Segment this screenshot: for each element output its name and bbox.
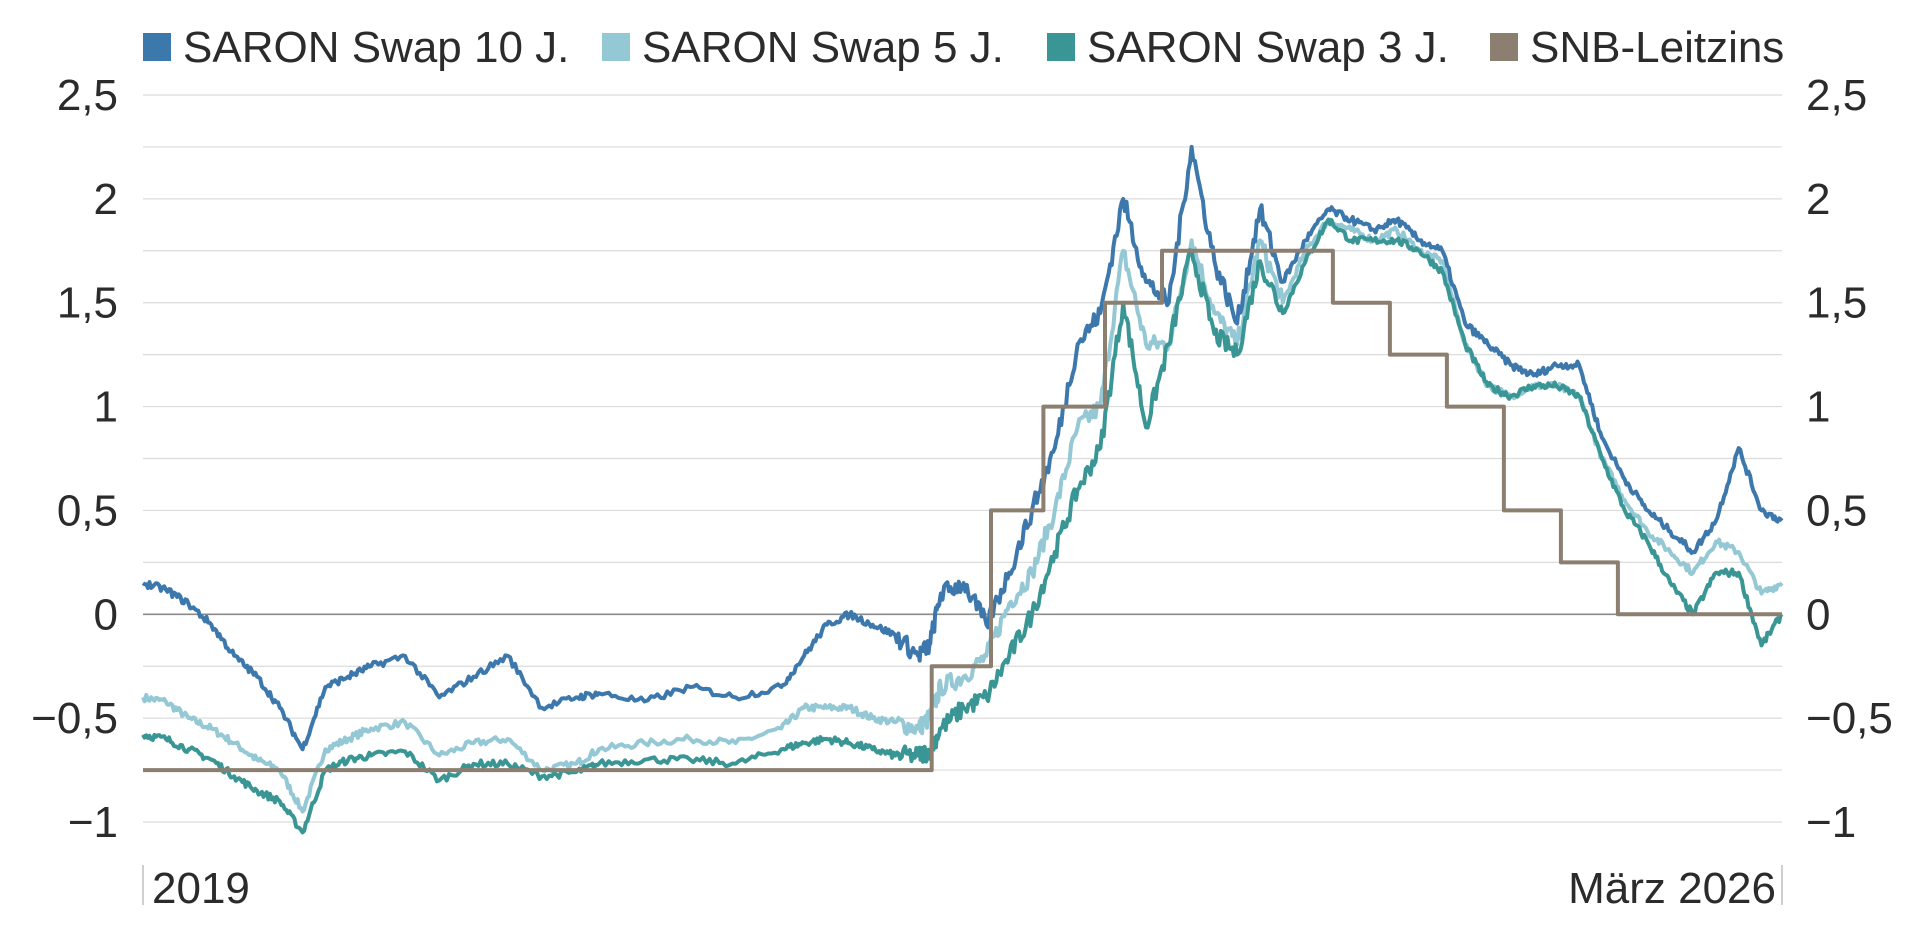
y-tick-label-right: 2 bbox=[1806, 175, 1830, 224]
y-tick-label-right: −0,5 bbox=[1806, 694, 1893, 743]
legend-swatch bbox=[1490, 33, 1518, 61]
series-line-3 bbox=[143, 248, 1782, 773]
x-axis: 2019 März 2026 bbox=[142, 864, 1783, 913]
legend-swatch bbox=[143, 33, 171, 61]
y-tick-label-left: 1,5 bbox=[57, 279, 118, 328]
y-tick-label-left: −1 bbox=[68, 798, 118, 847]
y-axis-right: 2,5 2 1,5 1 0,5 0 −0,5 −1 bbox=[1806, 71, 1893, 847]
gridlines bbox=[143, 94, 1782, 823]
legend-label: SARON Swap 10 J. bbox=[183, 23, 569, 72]
y-tick-label-left: 0 bbox=[94, 590, 118, 639]
y-tick-label-right: −1 bbox=[1806, 798, 1856, 847]
y-axis-left: 2,5 2 1,5 1 0,5 0 −0,5 −1 bbox=[31, 71, 118, 847]
series-line-0 bbox=[141, 144, 1784, 752]
y-tick-label-left: 0,5 bbox=[57, 486, 118, 535]
legend-label: SNB-Leitzins bbox=[1530, 23, 1784, 72]
y-tick-label-right: 1,5 bbox=[1806, 279, 1867, 328]
x-end-label: März 2026 bbox=[1568, 864, 1776, 913]
series-line-1 bbox=[141, 217, 1784, 814]
legend-label: SARON Swap 3 J. bbox=[1087, 23, 1449, 72]
legend: SARON Swap 10 J. SARON Swap 5 J. SARON Swa… bbox=[143, 23, 1784, 72]
x-start-label: 2019 bbox=[152, 864, 250, 913]
y-tick-label-left: 2 bbox=[94, 175, 118, 224]
series-lines bbox=[141, 144, 1784, 835]
series-line-2 bbox=[141, 217, 1784, 835]
legend-swatch bbox=[1047, 33, 1075, 61]
y-tick-label-left: 2,5 bbox=[57, 71, 118, 120]
y-tick-label-right: 1 bbox=[1806, 383, 1830, 432]
y-tick-label-right: 0,5 bbox=[1806, 486, 1867, 535]
y-tick-label-right: 0 bbox=[1806, 590, 1830, 639]
legend-label: SARON Swap 5 J. bbox=[642, 23, 1004, 72]
y-tick-label-left: 1 bbox=[94, 383, 118, 432]
legend-swatch bbox=[602, 33, 630, 61]
y-tick-label-right: 2,5 bbox=[1806, 71, 1867, 120]
y-tick-label-left: −0,5 bbox=[31, 694, 118, 743]
